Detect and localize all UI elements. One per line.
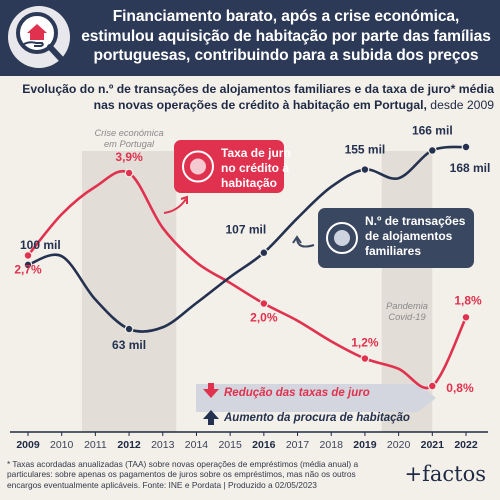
x-tick-label: 2011 xyxy=(84,439,107,451)
shaded-period-label: Covid-19 xyxy=(388,312,425,322)
x-tick-label: 2010 xyxy=(50,439,74,451)
legend-box-interest-rate-background xyxy=(174,140,284,193)
x-tick-label: 2012 xyxy=(117,439,141,451)
legend-box-interest-rate-label: Taxa de juro xyxy=(221,146,291,160)
trend-arrow-band: Redução das taxas de juro Aumento da proc… xyxy=(196,383,436,425)
x-tick-label: 2020 xyxy=(387,439,411,451)
house-cycle-icon xyxy=(326,222,358,254)
legend-box-interest-rate-label: no crédito à xyxy=(221,161,289,175)
data-label-transactions: 155 mil xyxy=(345,143,386,157)
data-point-interest-rate[interactable] xyxy=(461,312,471,322)
legend-box-transactions-pointer-arrow xyxy=(292,235,315,248)
x-tick-label: 2014 xyxy=(185,439,209,451)
shaded-period-label: em Portugal xyxy=(104,139,155,149)
coins-icon xyxy=(182,150,214,183)
data-point-transactions[interactable] xyxy=(360,165,370,174)
data-label-transactions: 63 mil xyxy=(112,338,146,352)
series-line-transactions xyxy=(26,145,468,333)
data-point-transactions[interactable] xyxy=(461,142,471,152)
data-point-interest-rate[interactable] xyxy=(124,168,134,178)
house-cycle-icon-core xyxy=(334,230,350,246)
legend-box-transactions-background xyxy=(318,208,474,268)
data-point-transactions[interactable] xyxy=(23,260,33,270)
x-tick-label: 2022 xyxy=(454,439,478,451)
legend-box-transactions-label: de alojamentos xyxy=(365,229,453,243)
annotation-rate-reduction: Redução das taxas de juro xyxy=(224,387,370,399)
shaded-period-label: Pandemia xyxy=(386,301,428,311)
data-point-interest-rate[interactable] xyxy=(259,299,269,308)
house-cycle-icon-ring xyxy=(326,222,358,254)
x-tick-label: 2021 xyxy=(421,439,445,451)
legend-box-transactions-label: N.º de transações xyxy=(365,214,466,228)
legend-box-transactions-label: familiares xyxy=(365,244,421,258)
x-tick-label: 2017 xyxy=(286,439,310,451)
brand-logo: +factos xyxy=(404,462,486,486)
chart-subtitle: Evolução do n.º de transações de alojame… xyxy=(8,82,494,113)
data-label-transactions: 100 mil xyxy=(20,238,61,252)
data-label-transactions: 166 mil xyxy=(412,123,453,137)
arrow-down-icon xyxy=(203,383,219,398)
page-title: Financiamento barato, após a crise econó… xyxy=(81,8,491,64)
subtitle-main: Evolução do n.º de transações de alojame… xyxy=(22,82,494,112)
x-tick-label: 2015 xyxy=(218,439,242,451)
subtitle-period: desde 2009 xyxy=(426,97,494,112)
data-point-interest-rate[interactable] xyxy=(23,251,33,260)
data-point-transactions[interactable] xyxy=(427,146,437,155)
shaded-period-1 xyxy=(81,151,177,432)
house-in-hand-magnifier-icon xyxy=(8,6,70,68)
series-line-interest-rate xyxy=(26,169,468,390)
data-point-interest-rate[interactable] xyxy=(427,381,437,391)
data-label-transactions: 107 mil xyxy=(225,223,266,237)
data-label-interest-rate: 0,8% xyxy=(446,381,474,395)
data-label-interest-rate: 2,0% xyxy=(250,311,278,325)
x-tick-label: 2019 xyxy=(353,439,377,451)
data-label-interest-rate: 2,7% xyxy=(14,262,42,276)
x-tick-label: 2009 xyxy=(16,439,40,451)
arrow-up-icon xyxy=(203,410,219,425)
coins-icon-ring xyxy=(182,150,214,183)
coins-icon-core xyxy=(190,158,206,175)
data-point-transactions[interactable] xyxy=(259,248,269,258)
x-tick-label: 2016 xyxy=(252,439,276,451)
annotation-demand-increase: Aumento da procura de habitação xyxy=(223,412,410,424)
x-tick-label: 2013 xyxy=(151,439,175,451)
header-banner: Financiamento barato, após a crise econó… xyxy=(0,0,500,76)
shaded-period-label: Crise económica xyxy=(94,128,163,138)
x-tick-label: 2018 xyxy=(320,439,344,451)
data-point-transactions[interactable] xyxy=(124,324,134,334)
data-point-interest-rate[interactable] xyxy=(360,354,370,363)
legend-box-interest-rate-pointer-arrow xyxy=(163,195,188,214)
data-label-interest-rate: 1,8% xyxy=(454,293,482,307)
legend-box-interest-rate-label: habitação xyxy=(221,176,277,190)
data-label-interest-rate: 1,2% xyxy=(351,336,379,350)
data-label-interest-rate: 3,9% xyxy=(115,150,143,164)
trend-arrow-shape xyxy=(196,384,436,412)
footnote: * Taxas acordadas anualizadas (TAA) sobr… xyxy=(7,459,359,490)
data-label-transactions: 168 mil xyxy=(450,161,491,175)
